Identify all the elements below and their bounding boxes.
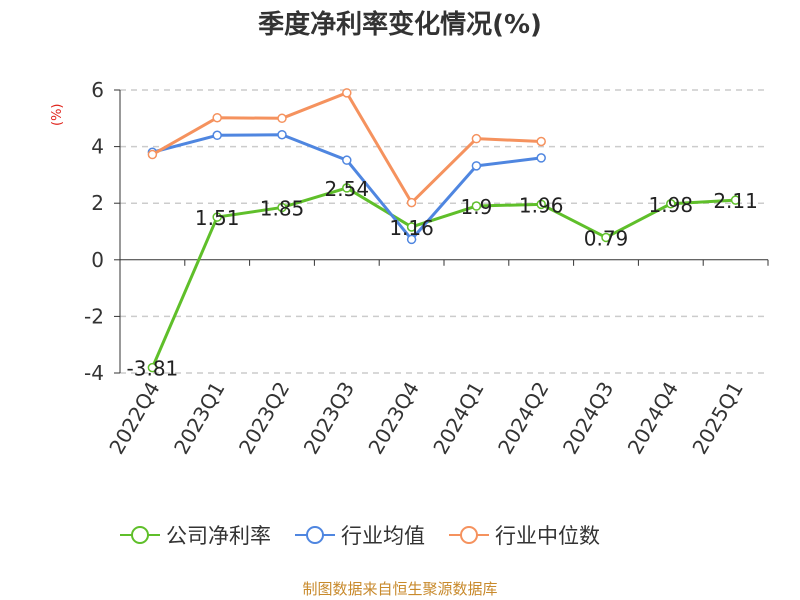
y-tick-label: 2 xyxy=(91,191,104,215)
legend: 公司净利率 行业均值 行业中位数 xyxy=(120,520,600,550)
data-point xyxy=(212,112,222,123)
data-label: -3.81 xyxy=(127,357,179,381)
legend-item-industry-median[interactable]: 行业中位数 xyxy=(449,520,600,550)
data-label: 2.54 xyxy=(325,177,370,201)
legend-swatch-industry-median xyxy=(449,526,489,544)
data-label: 1.85 xyxy=(260,196,305,220)
data-point xyxy=(277,202,287,213)
x-tick-label: 2024Q1 xyxy=(428,378,488,459)
y-tick-label: 4 xyxy=(91,135,104,159)
data-point xyxy=(342,155,352,165)
y-tick-label: -4 xyxy=(84,361,104,385)
legend-swatch-company xyxy=(120,526,160,544)
data-point xyxy=(536,153,546,163)
data-point xyxy=(212,212,222,222)
data-point xyxy=(666,199,676,209)
y-tick-label: 6 xyxy=(91,78,104,102)
data-label: 1.51 xyxy=(195,206,240,230)
x-tick-label: 2023Q3 xyxy=(299,378,359,459)
y-tick-label: -2 xyxy=(84,304,104,328)
data-label: 2.11 xyxy=(713,189,758,213)
legend-swatch-industry-avg xyxy=(295,526,335,544)
data-point xyxy=(406,222,417,232)
data-point xyxy=(277,129,287,140)
legend-item-industry-avg[interactable]: 行业均值 xyxy=(295,520,425,550)
data-point xyxy=(342,183,352,193)
data-point xyxy=(471,161,482,171)
legend-label-industry-median: 行业中位数 xyxy=(495,524,600,548)
data-point xyxy=(730,195,741,205)
data-source-note: 制图数据来自恒生聚源数据库 xyxy=(302,580,498,598)
data-point xyxy=(471,201,482,211)
data-point xyxy=(536,136,546,147)
x-tick-label: 2024Q4 xyxy=(623,378,683,459)
legend-label-industry-avg: 行业均值 xyxy=(341,524,425,548)
data-label: 1.16 xyxy=(389,216,434,240)
x-tick-label: 2023Q2 xyxy=(234,378,294,459)
data-point xyxy=(147,149,158,160)
data-point xyxy=(147,362,158,373)
series-lines xyxy=(147,88,741,373)
data-label: 0.79 xyxy=(584,226,629,250)
chart-title: 季度净利率变化情况(%) xyxy=(258,10,542,40)
data-label: 1.9 xyxy=(460,195,492,219)
data-point xyxy=(471,133,482,144)
data-labels: -3.81 1.51 1.85 2.54 1.16 1.9 1.96 0.79 1.98 2.11 xyxy=(127,177,758,381)
data-label: 1.98 xyxy=(649,193,694,217)
data-label: 1.96 xyxy=(519,193,564,217)
data-point xyxy=(212,130,222,141)
x-tick-label: 2025Q1 xyxy=(687,378,747,459)
data-point xyxy=(342,88,352,98)
x-tick-label: 2024Q2 xyxy=(493,378,553,459)
legend-label-company: 公司净利率 xyxy=(166,524,271,548)
x-tick-label: 2024Q3 xyxy=(558,378,618,459)
data-point xyxy=(406,234,417,245)
data-point xyxy=(406,197,417,208)
x-tick-label: 2023Q1 xyxy=(169,378,229,459)
x-tick-label: 2023Q4 xyxy=(363,378,423,459)
legend-item-company[interactable]: 公司净利率 xyxy=(120,520,271,550)
data-point xyxy=(277,113,287,124)
x-tick-label: 2022Q4 xyxy=(104,378,164,459)
series-line-0 xyxy=(151,186,736,369)
y-tick-label: 0 xyxy=(91,248,104,272)
data-point xyxy=(536,199,546,210)
data-point xyxy=(601,232,611,243)
